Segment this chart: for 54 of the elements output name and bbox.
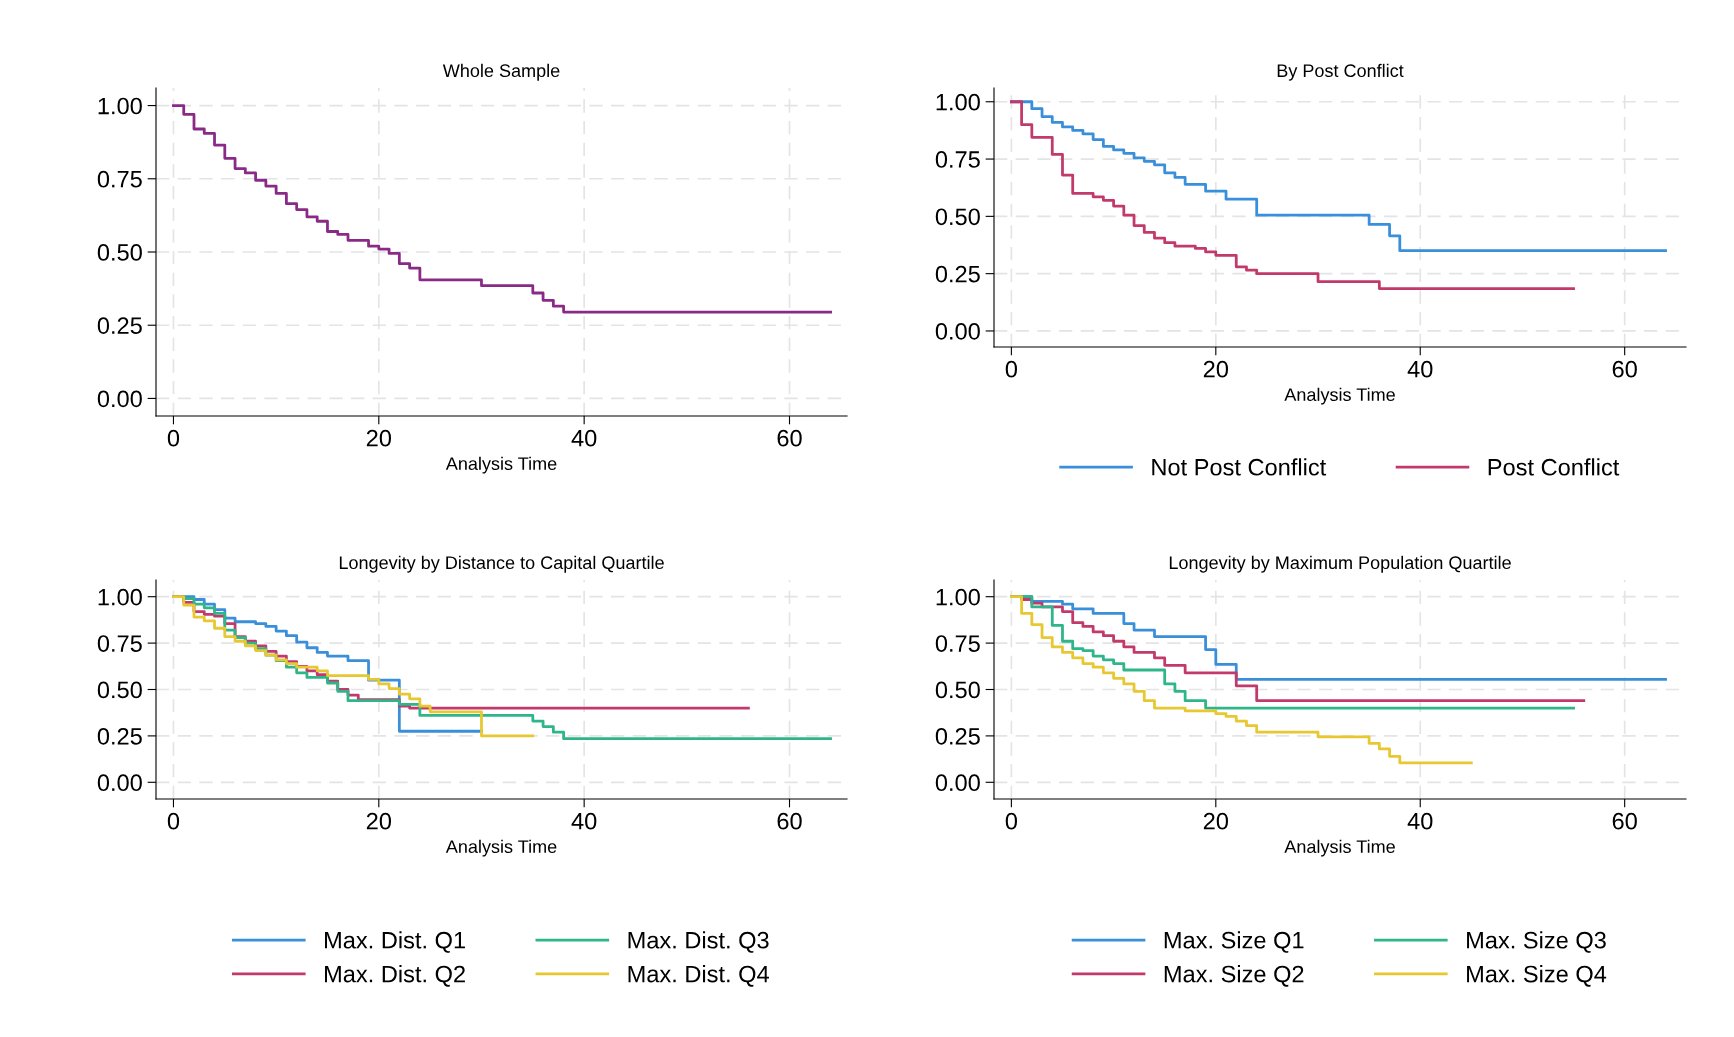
x-tick-label: 40: [1407, 812, 1433, 830]
chart-title: Longevity by Distance to Capital Quartile: [339, 555, 664, 573]
chart-title: Longevity by Maximum Population Quartile: [1169, 555, 1511, 573]
x-tick-label: 0: [167, 429, 180, 447]
x-axis-title: Analysis Time: [1284, 387, 1395, 405]
x-tick-label: 0: [1005, 360, 1018, 378]
legend-label: Max. Dist. Q3: [628, 931, 769, 953]
y-tick-label: 0.25: [935, 265, 980, 283]
y-tick-label: 0.75: [97, 170, 142, 188]
y-tick-label: 0.00: [97, 774, 142, 792]
y-tick-label: 0.50: [97, 681, 142, 699]
x-tick-label: 60: [1612, 360, 1637, 378]
y-tick-label: 0.75: [97, 635, 142, 652]
y-tick-label: 0.75: [935, 151, 980, 168]
x-tick-label: 0: [167, 812, 180, 830]
legend-label: Post Conflict: [1488, 458, 1620, 476]
x-axis-title: Analysis Time: [1284, 839, 1395, 857]
x-tick-label: 20: [366, 429, 392, 447]
legend-label: Max. Dist. Q1: [325, 931, 465, 953]
y-tick-label: 0.50: [935, 208, 980, 226]
x-tick-label: 60: [777, 812, 802, 830]
legend-label: Not Post Conflict: [1152, 458, 1327, 476]
x-tick-label: 40: [571, 812, 597, 830]
y-tick-label: 0.00: [97, 390, 142, 408]
y-tick-label: 0.25: [97, 317, 142, 334]
y-tick-label: 0.75: [935, 635, 980, 652]
x-tick-label: 20: [1203, 360, 1229, 378]
y-tick-label: 0.50: [935, 681, 980, 699]
x-tick-label: 20: [1203, 812, 1229, 830]
x-axis-title: Analysis Time: [445, 456, 557, 474]
legend-label: Max. Dist. Q4: [628, 965, 769, 987]
y-tick-label: 0.00: [935, 323, 980, 340]
x-tick-label: 60: [777, 429, 802, 447]
legend-label: Max. Size Q1: [1164, 931, 1304, 953]
y-tick-label: 1.00: [936, 93, 980, 111]
y-tick-label: 0.25: [935, 727, 980, 745]
chart-title: Whole Sample: [442, 63, 560, 81]
y-tick-label: 1.00: [936, 588, 980, 606]
x-axis-title: Analysis Time: [445, 839, 557, 857]
legend-label: Max. Size Q3: [1467, 931, 1606, 953]
y-tick-label: 0.25: [97, 727, 142, 745]
chart-title: By Post Conflict: [1277, 63, 1404, 81]
y-tick-label: 1.00: [98, 588, 142, 606]
y-tick-label: 0.00: [935, 774, 980, 792]
legend-label: Max. Size Q2: [1164, 965, 1304, 987]
x-tick-label: 0: [1005, 812, 1018, 830]
legend-label: Max. Dist. Q2: [325, 965, 465, 987]
y-tick-label: 1.00: [98, 97, 142, 115]
legend-label: Max. Size Q4: [1467, 965, 1607, 987]
x-tick-label: 60: [1612, 812, 1637, 830]
x-tick-label: 40: [1407, 360, 1433, 378]
y-tick-label: 0.50: [97, 244, 142, 261]
x-tick-label: 40: [571, 429, 597, 447]
x-tick-label: 20: [366, 812, 392, 830]
